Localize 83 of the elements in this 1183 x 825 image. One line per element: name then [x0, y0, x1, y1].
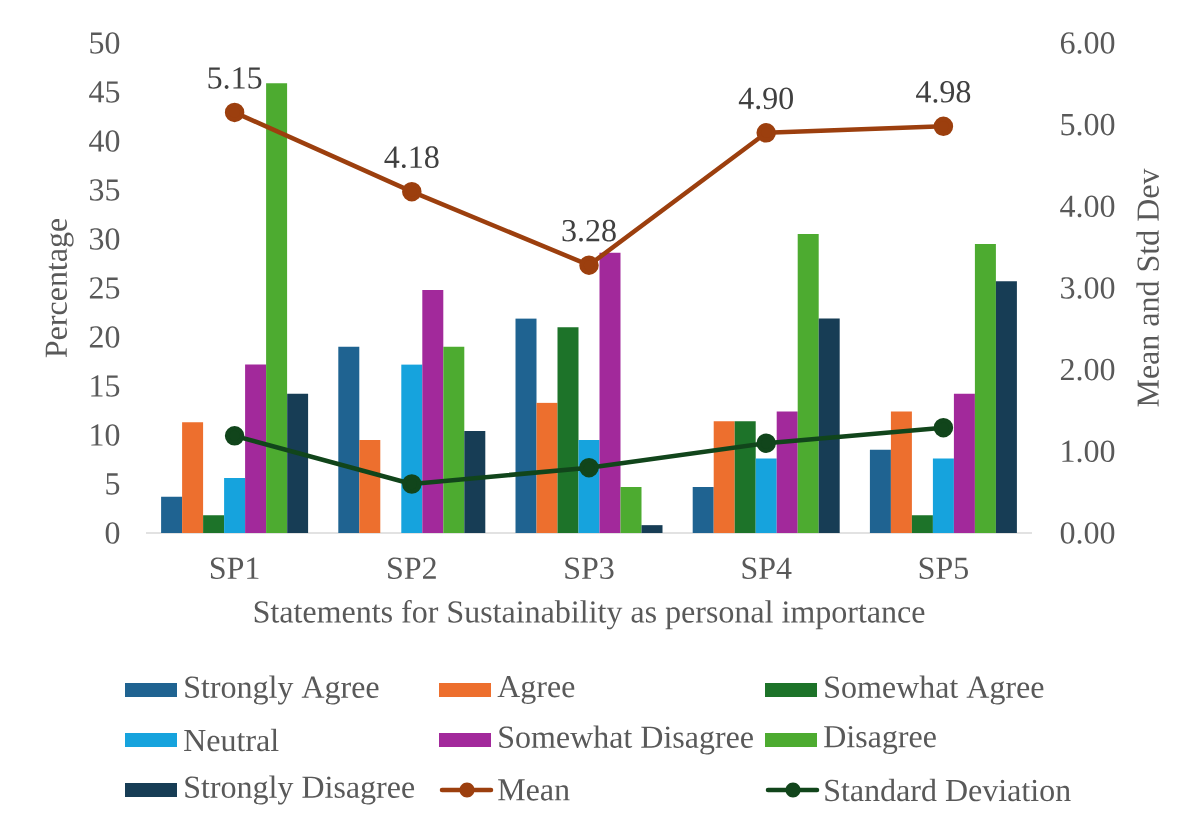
- bar: [890, 411, 912, 533]
- point: [402, 474, 422, 494]
- legend-label: Somewhat Disagree: [499, 725, 753, 755]
- y-tick-label: 35: [90, 179, 120, 201]
- x-axis-title: Statements for Sustainability as personal importance: [254, 599, 925, 630]
- bar: [182, 422, 204, 533]
- x-tick-label: SP5: [919, 557, 968, 580]
- bar: [338, 346, 360, 533]
- bar: [995, 281, 1017, 533]
- y-tick-label: 30: [90, 228, 120, 250]
- data-label: 4.18: [384, 146, 439, 169]
- bar: [932, 458, 954, 533]
- point: [224, 102, 245, 123]
- y2-axis-title: Mean and Std Dev: [1136, 168, 1159, 407]
- bar: [620, 486, 642, 533]
- y-tick-label: 0: [105, 522, 120, 544]
- bar: [911, 515, 933, 533]
- bar: [734, 421, 756, 533]
- legend-label: Somewhat Agree: [825, 675, 1044, 705]
- bar: [443, 346, 465, 533]
- bar: [776, 411, 798, 533]
- y-tick-label: 40: [89, 130, 120, 152]
- bar: [161, 496, 183, 533]
- bar: [953, 393, 975, 533]
- legend-label: Strongly Agree: [185, 675, 379, 705]
- data-label: 4.98: [916, 81, 971, 103]
- legend-label: Standard Deviation: [825, 778, 1071, 802]
- bar: [245, 364, 267, 533]
- y-tick-label: 25: [89, 277, 120, 299]
- legend-label: Strongly Disagree: [185, 775, 415, 805]
- bar: [422, 289, 444, 533]
- legend-label: Agree: [497, 675, 575, 705]
- bar: [515, 318, 537, 533]
- data-label: 4.90: [738, 87, 793, 110]
- bar: [713, 421, 735, 533]
- x-tick-label: SP1: [210, 557, 259, 580]
- legend-label: Disagree: [824, 725, 936, 755]
- point: [933, 417, 954, 438]
- y2-tick-label: 6.00: [1060, 32, 1115, 54]
- point: [402, 181, 422, 202]
- y-axis-title: Percentage: [45, 218, 74, 358]
- point: [756, 433, 776, 453]
- point: [579, 255, 599, 275]
- y-tick-label: 15: [91, 375, 120, 397]
- bar: [692, 486, 714, 533]
- legend-label: Mean: [498, 779, 570, 801]
- point: [756, 123, 776, 143]
- bar: [359, 439, 381, 533]
- bar: [869, 449, 891, 533]
- y2-tick-label: 0.00: [1060, 522, 1115, 544]
- data-label: 3.28: [562, 219, 616, 242]
- y-tick-label: 20: [89, 326, 120, 348]
- bar: [797, 234, 819, 533]
- bar: [287, 393, 309, 533]
- bar: [641, 525, 663, 533]
- y2-tick-label: 1.00: [1062, 440, 1115, 463]
- point: [579, 457, 599, 478]
- point: [933, 116, 954, 137]
- bar: [755, 458, 777, 533]
- y2-tick-label: 2.00: [1060, 358, 1115, 381]
- y-tick-label: 45: [89, 81, 120, 103]
- bar: [557, 327, 579, 533]
- bar: [203, 515, 225, 533]
- point: [224, 426, 245, 446]
- y-tick-label: 10: [91, 424, 120, 446]
- bar: [818, 318, 840, 533]
- bar: [599, 252, 621, 533]
- x-tick-label: SP3: [565, 557, 614, 580]
- bar: [464, 431, 486, 533]
- y-tick-label: 50: [90, 32, 120, 54]
- legend-label: Neutral: [184, 728, 279, 752]
- x-tick-label: SP2: [388, 557, 436, 580]
- bar: [224, 478, 246, 533]
- y2-tick-label: 5.00: [1061, 113, 1115, 136]
- bar: [266, 83, 288, 533]
- bar: [974, 243, 996, 533]
- y2-tick-label: 4.00: [1060, 195, 1115, 218]
- x-tick-label: SP4: [742, 557, 792, 580]
- y2-tick-label: 3.00: [1061, 277, 1115, 299]
- data-label: 5.15: [208, 67, 262, 89]
- bar: [401, 364, 423, 533]
- bar: [536, 402, 558, 533]
- y-tick-label: 5: [106, 473, 120, 495]
